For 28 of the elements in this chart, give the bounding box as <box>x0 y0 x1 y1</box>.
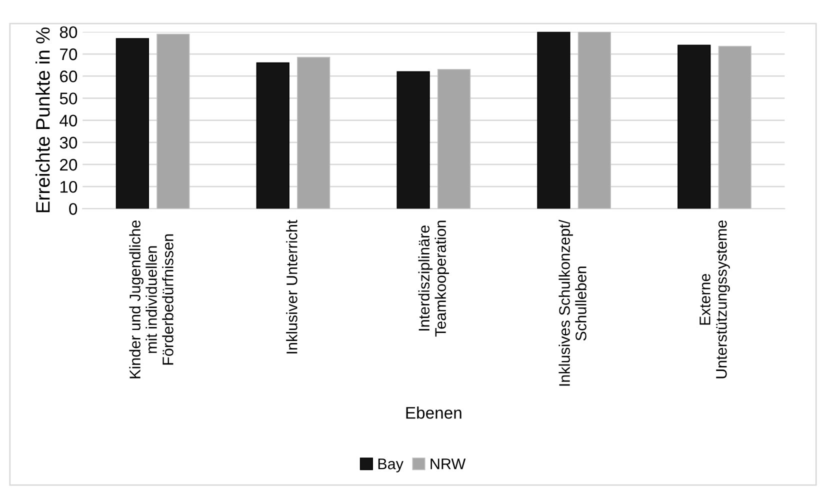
y-tick-label: 70 <box>60 48 78 60</box>
x-tick-label: Inklusives Schulkonzept/ Schulleben <box>558 220 586 386</box>
bar <box>537 32 570 209</box>
x-tick-label: Kinder und Jugendliche mit individuellen Förderbedürfnissen <box>129 220 174 378</box>
x-tick-label: Inklusiver Unterricht <box>286 220 298 354</box>
bar <box>396 71 430 209</box>
y-tick-label: 20 <box>60 158 78 171</box>
bar <box>678 44 711 209</box>
legend-label: NRW <box>430 458 466 470</box>
y-tick-label: 40 <box>60 114 78 126</box>
bar <box>297 56 330 209</box>
bar <box>116 38 150 209</box>
y-tick-label: 0 <box>69 203 78 215</box>
bar <box>156 34 190 209</box>
legend-label: Bay <box>378 458 404 472</box>
bar <box>578 32 611 209</box>
y-tick-label: 50 <box>60 92 78 104</box>
y-axis-title: Erreichte Punkte in % <box>36 27 50 212</box>
bar <box>256 62 290 209</box>
y-tick-label: 80 <box>60 26 78 38</box>
y-tick-label: 10 <box>60 180 78 193</box>
bar <box>718 46 752 209</box>
bar <box>437 69 471 209</box>
y-tick-label: 30 <box>60 136 78 149</box>
y-tick-label: 60 <box>60 70 78 82</box>
x-tick-label: Externe Unterstützungssysteme <box>700 220 730 378</box>
x-axis-title: Ebenen <box>406 406 462 419</box>
x-tick-label: Interdisziplinäre Teamkooperation <box>418 220 449 337</box>
